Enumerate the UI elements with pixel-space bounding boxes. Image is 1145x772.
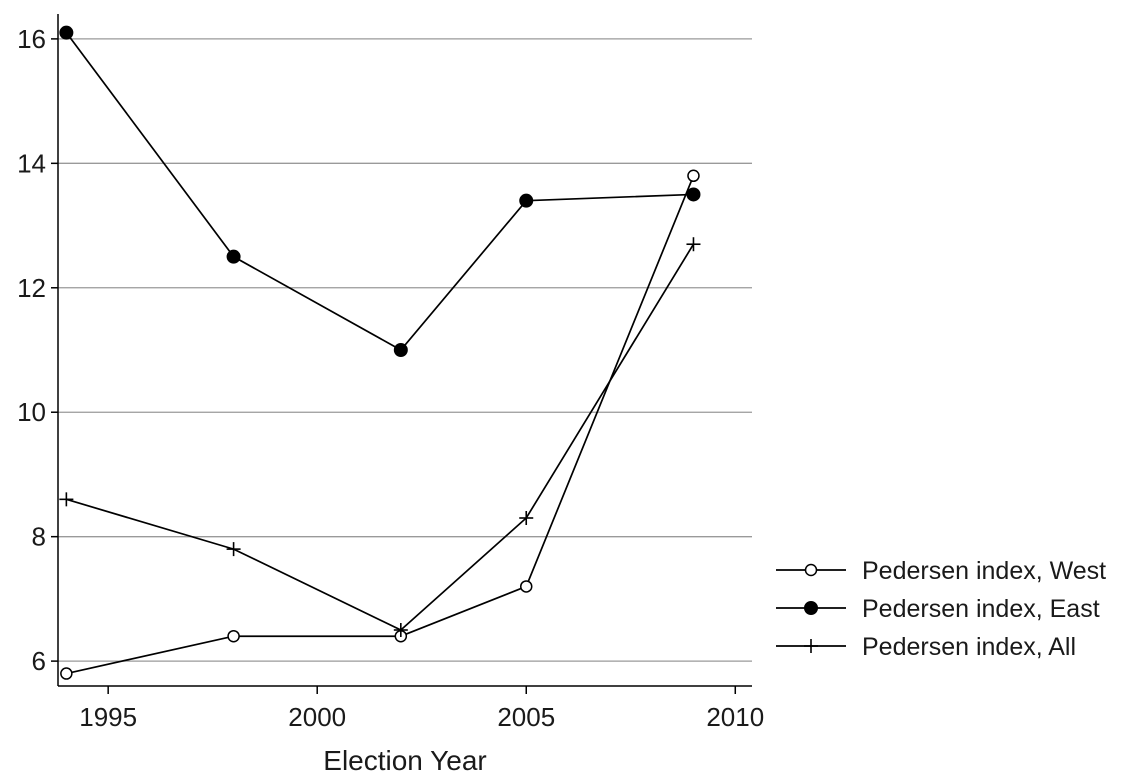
series-line xyxy=(66,175,695,675)
data-point xyxy=(226,249,241,264)
legend-marker xyxy=(804,639,818,653)
legend: Pedersen index, West Pedersen index, East… xyxy=(776,557,1106,661)
x-axis-title: Election Year xyxy=(323,745,486,772)
data-point xyxy=(59,492,74,507)
series-line xyxy=(66,243,695,632)
data-point xyxy=(519,193,534,208)
axes: 6 8 10 12 14 16 1995 2000 2005 2010 xyxy=(17,14,764,732)
data-point xyxy=(60,667,73,680)
data-point xyxy=(687,169,700,183)
data-point xyxy=(686,187,701,202)
series-1 xyxy=(60,169,700,680)
x-tick-label: 2005 xyxy=(497,702,555,732)
y-tick-label: 10 xyxy=(17,397,46,427)
gridlines xyxy=(58,38,752,662)
y-tick-label: 6 xyxy=(32,646,46,676)
legend-item-3: Pedersen index, All xyxy=(776,633,1076,661)
data-point xyxy=(393,623,408,637)
x-tick-label: 2010 xyxy=(706,702,764,732)
legend-item-1: Pedersen index, West xyxy=(776,557,1106,585)
x-tick-label: 2000 xyxy=(288,702,346,732)
legend-item-2: Pedersen index, East xyxy=(776,595,1100,623)
data-point xyxy=(226,542,241,557)
series-3 xyxy=(59,237,701,637)
y-tick-label: 8 xyxy=(32,522,46,552)
series-line xyxy=(65,32,694,352)
data-point xyxy=(519,580,533,593)
y-tick-label: 14 xyxy=(17,148,46,178)
data-point xyxy=(519,511,534,525)
legend-label: Pedersen index, All xyxy=(862,633,1076,661)
y-tick-label: 12 xyxy=(17,273,46,303)
data-point xyxy=(393,343,408,357)
legend-marker xyxy=(804,563,818,577)
x-tick-label: 1995 xyxy=(79,702,137,732)
data-point xyxy=(686,237,701,252)
legend-label: Pedersen index, East xyxy=(862,595,1100,623)
data-point xyxy=(59,25,74,40)
y-tick-label: 16 xyxy=(17,24,46,54)
legend-label: Pedersen index, West xyxy=(862,557,1106,585)
series-lines xyxy=(59,25,701,680)
series-2 xyxy=(59,25,701,357)
legend-marker xyxy=(804,601,818,615)
data-point xyxy=(227,629,240,643)
